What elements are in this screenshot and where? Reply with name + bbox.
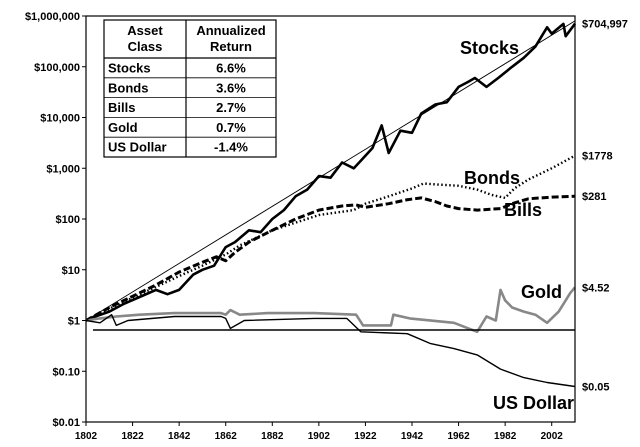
series-line-us-dollar [85, 314, 576, 388]
series-line-gold [85, 286, 576, 334]
x-tick-label: 1822 [121, 431, 144, 442]
x-tick-label: 1902 [308, 431, 331, 442]
y-tick-label: $1 [68, 316, 80, 328]
end-value-gold: $4.52 [582, 282, 610, 294]
series-label-bonds: Bonds [464, 168, 520, 188]
table-cell-asset: Bonds [108, 80, 148, 95]
y-tick-label: $100 [56, 214, 80, 226]
series-line-stocks [85, 22, 577, 322]
table-cell-return: 6.6% [216, 61, 246, 76]
series-labels: Stocks $704,997 Bonds $1778 Bills $281 Gold $4.… [460, 19, 628, 413]
table-header: Annualized [196, 23, 265, 38]
y-axis: $0.01 $0.10 $1 $10 $100 $1,000 $10,000 $100,000… [25, 11, 86, 429]
table-cell-asset: Stocks [108, 61, 151, 76]
y-tick-label: $10 [62, 265, 80, 277]
table-cell-return: 3.6% [216, 80, 246, 95]
y-tick-label: $0.01 [52, 417, 80, 429]
x-tick-label: 1862 [215, 431, 238, 442]
table-cell-return: 0.7% [216, 120, 246, 135]
x-tick-label: 2002 [541, 431, 564, 442]
table-cell-return: -1.4% [214, 140, 248, 155]
trend-line [85, 20, 576, 321]
series-label-us-dollar: US Dollar [493, 393, 574, 413]
y-tick-label: $1,000,000 [25, 11, 80, 23]
plot-frame [85, 15, 576, 423]
series-label-gold: Gold [521, 282, 562, 302]
end-value-bills: $281 [582, 191, 606, 203]
table-header: Asset [127, 23, 163, 38]
x-tick-label: 1882 [261, 431, 284, 442]
x-tick-label: 1922 [354, 431, 377, 442]
series-line-bills [85, 194, 576, 322]
table-frame [103, 19, 277, 158]
table-cell-return: 2.7% [216, 100, 246, 115]
x-tick-label: 1842 [168, 431, 191, 442]
series-line-bonds [85, 154, 576, 322]
table-header: Class [128, 39, 163, 54]
x-tick-label: 1962 [447, 431, 470, 442]
table-cell-asset: Gold [108, 120, 138, 135]
series-label-stocks: Stocks [460, 38, 519, 58]
x-tick-label: 1942 [401, 431, 424, 442]
y-tick-label: $0.10 [52, 366, 80, 378]
end-value-bonds: $1778 [582, 151, 613, 163]
table-cell-asset: US Dollar [108, 140, 167, 155]
series-label-bills: Bills [504, 200, 542, 220]
y-tick-label: $10,000 [40, 113, 80, 125]
table-header: Return [210, 39, 252, 54]
y-tick-label: $1,000 [46, 163, 80, 175]
x-tick-label: 1982 [494, 431, 517, 442]
y-tick-label: $100,000 [34, 62, 80, 74]
end-value-us-dollar: $0.05 [582, 382, 610, 394]
x-axis: 1802 1822 1842 1862 1882 1902 1922 1942 1962 1982… [75, 422, 563, 442]
x-tick-label: 1802 [75, 431, 98, 442]
end-value-stocks: $704,997 [582, 19, 628, 31]
series-lines [85, 20, 577, 388]
table-cell-asset: Bills [108, 100, 135, 115]
